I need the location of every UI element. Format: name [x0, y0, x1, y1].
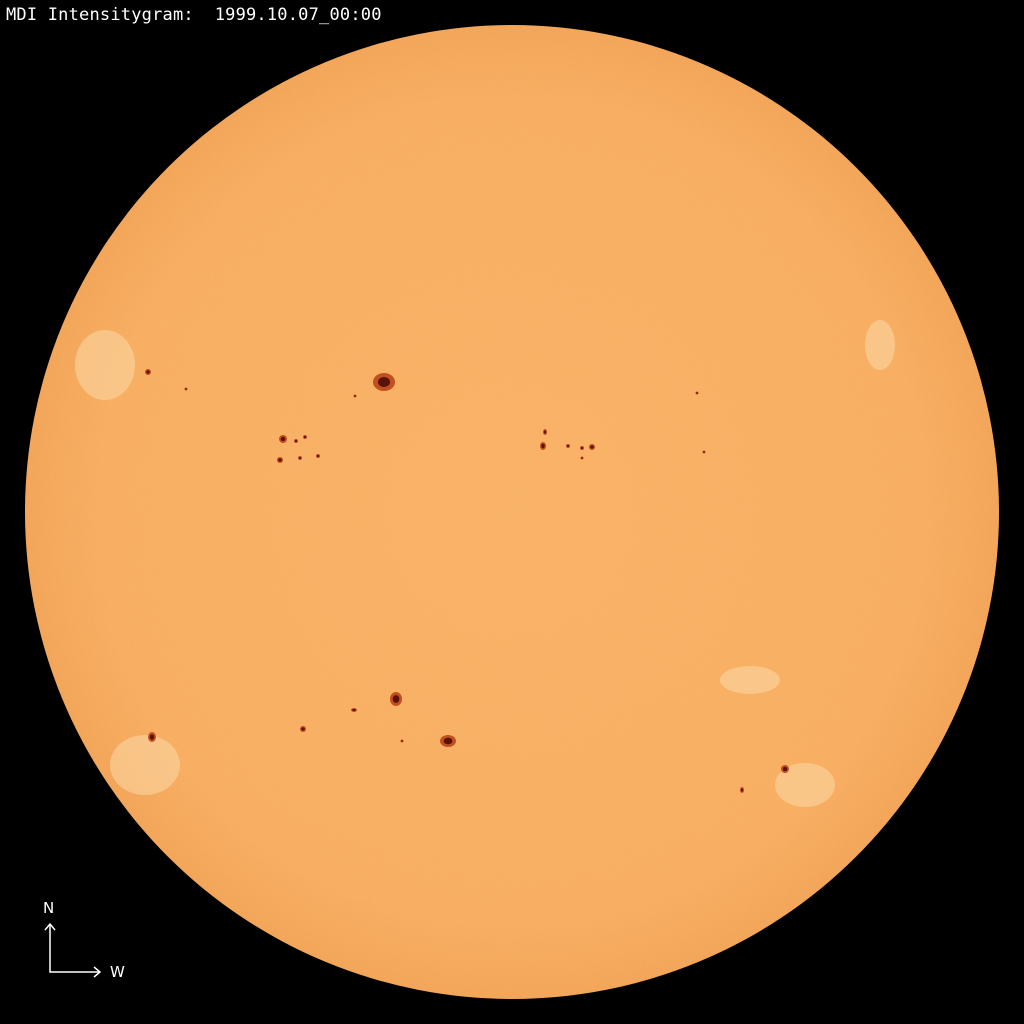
sunspot-umbra: [566, 444, 570, 448]
sunspot-umbra: [303, 435, 307, 439]
sunspot-umbra: [782, 766, 788, 772]
north-label: N: [43, 899, 55, 917]
sunspot-umbra: [354, 395, 356, 397]
disc-texture: [25, 25, 999, 999]
sunspot-umbra: [352, 708, 356, 712]
sunspot-umbra: [401, 740, 403, 742]
sunspot-umbra: [301, 727, 305, 731]
sunspot-umbra: [149, 734, 155, 740]
sunspot-umbra: [696, 392, 698, 394]
sunspot-umbra: [703, 451, 705, 453]
sunspot-umbra: [316, 454, 320, 458]
faculae: [75, 320, 895, 807]
sunspot-umbra: [443, 737, 453, 745]
west-label: W: [110, 963, 125, 981]
sunspot-umbra: [146, 370, 150, 374]
sunspot-umbra: [580, 446, 584, 450]
sunspot-umbra: [294, 439, 298, 443]
sunspot-umbra: [541, 443, 545, 449]
sunspot-umbra: [185, 388, 187, 390]
image-title: MDI Intensitygram: 1999.10.07_00:00: [6, 5, 382, 25]
sunspot-umbra: [740, 788, 744, 792]
sunspot-umbra: [278, 458, 282, 462]
compass-arrows-icon: [44, 922, 102, 978]
sunspot-umbra: [298, 456, 302, 460]
sunspot-umbra: [543, 430, 547, 434]
sunspot-umbra: [590, 445, 594, 449]
sunspot-umbra: [377, 377, 391, 387]
sunspot-umbra: [280, 436, 286, 442]
sunspot-umbra: [581, 457, 583, 459]
sunspots: [145, 369, 789, 793]
sunspot-umbra: [392, 695, 400, 703]
